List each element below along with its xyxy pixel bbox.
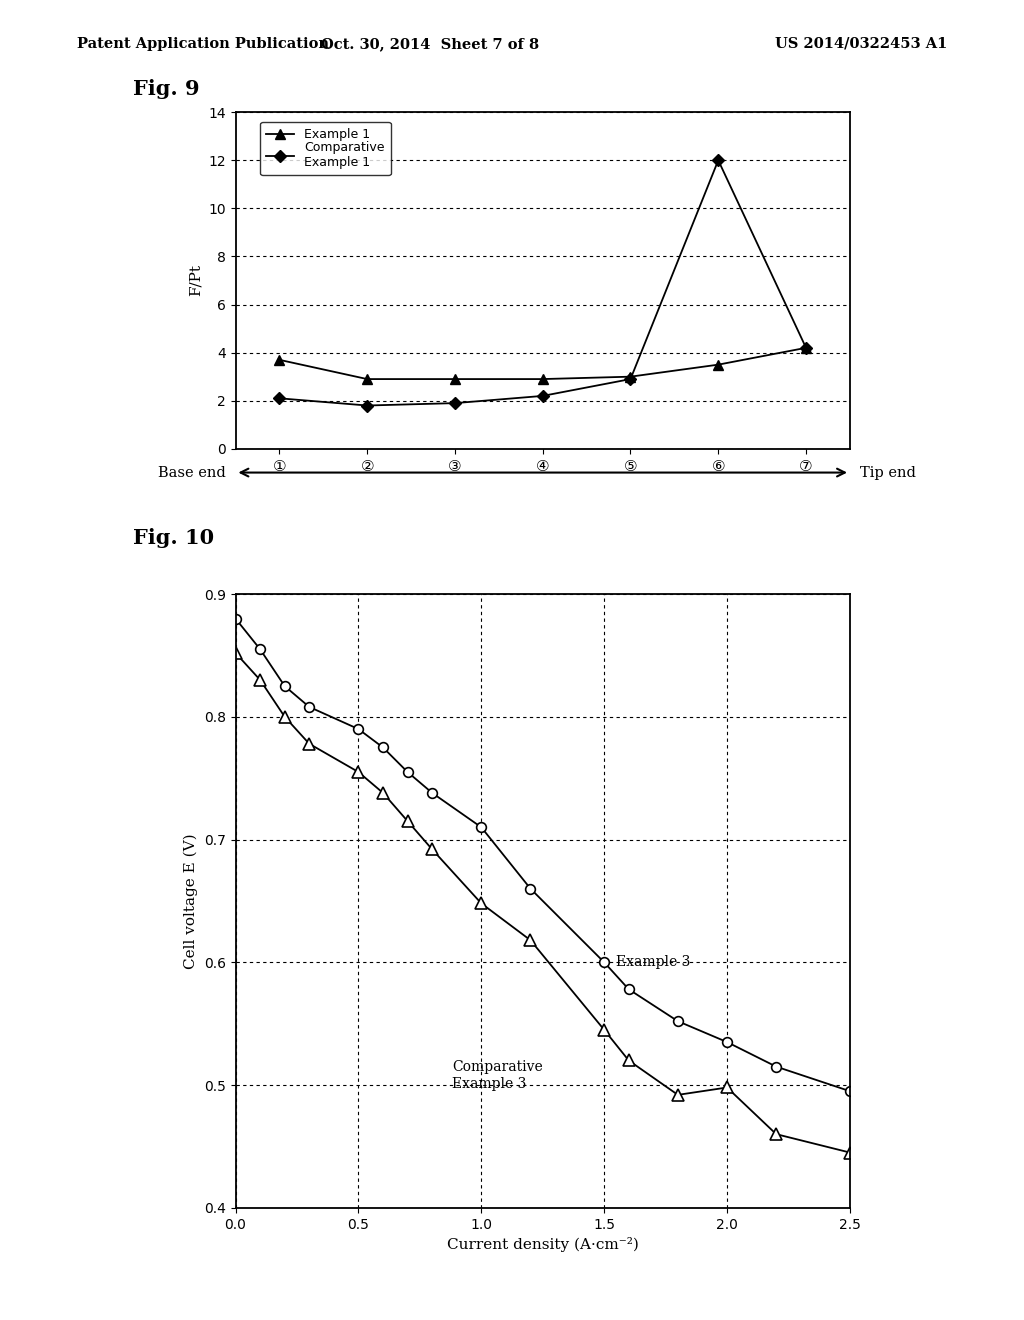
Example 1 <box>361 371 374 387</box>
X-axis label: Current density (A·cm⁻²): Current density (A·cm⁻²) <box>446 1237 639 1253</box>
Text: Tip end: Tip end <box>860 466 916 479</box>
Comparative
Example 1 <box>625 371 637 387</box>
Text: Example 3: Example 3 <box>616 956 691 969</box>
Text: Comparative
Example 3: Comparative Example 3 <box>452 1060 543 1090</box>
Line: Example 1: Example 1 <box>274 343 811 384</box>
Text: Fig. 9: Fig. 9 <box>133 79 200 99</box>
Line: Comparative
Example 1: Comparative Example 1 <box>275 156 810 409</box>
Comparative
Example 1 <box>537 388 549 404</box>
Example 1 <box>800 339 812 355</box>
Comparative
Example 1 <box>449 395 461 411</box>
Y-axis label: Cell voltage E (V): Cell voltage E (V) <box>184 833 199 969</box>
Text: Oct. 30, 2014  Sheet 7 of 8: Oct. 30, 2014 Sheet 7 of 8 <box>321 37 540 51</box>
Example 1 <box>537 371 549 387</box>
Y-axis label: F/Pt: F/Pt <box>188 264 203 297</box>
Text: Fig. 10: Fig. 10 <box>133 528 214 548</box>
Comparative
Example 1 <box>712 152 724 168</box>
Comparative
Example 1 <box>273 391 286 407</box>
Text: Base end: Base end <box>158 466 225 479</box>
Example 1 <box>273 352 286 368</box>
Example 1 <box>712 356 724 372</box>
Text: US 2014/0322453 A1: US 2014/0322453 A1 <box>775 37 947 51</box>
Example 1 <box>449 371 461 387</box>
Text: Patent Application Publication: Patent Application Publication <box>77 37 329 51</box>
Comparative
Example 1 <box>800 339 812 355</box>
Comparative
Example 1 <box>361 397 374 413</box>
Example 1 <box>625 368 637 384</box>
Legend: Example 1, Comparative
Example 1: Example 1, Comparative Example 1 <box>260 121 391 176</box>
